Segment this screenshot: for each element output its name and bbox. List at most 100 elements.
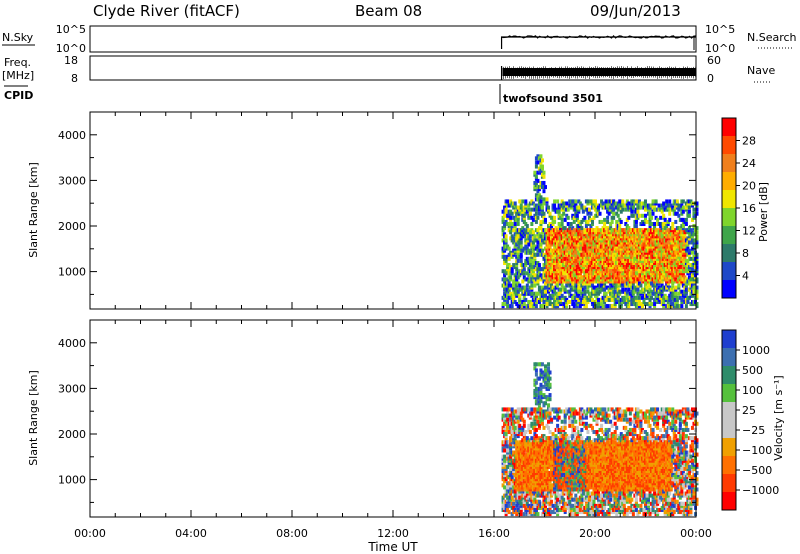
- echo-cell: [695, 289, 699, 294]
- echo-cell: [633, 260, 637, 265]
- echo-cell: [625, 244, 629, 249]
- echo-cell: [550, 271, 554, 276]
- echo-cell: [634, 228, 638, 233]
- echo-cell: [548, 269, 552, 274]
- echo-cell: [640, 279, 644, 284]
- echo-cell: [648, 277, 652, 282]
- echo-cell: [663, 230, 667, 235]
- echo-cell: [584, 240, 588, 245]
- echo-cell: [628, 248, 632, 253]
- nsky-strip-frame: [89, 25, 697, 53]
- echo-cell: [530, 291, 534, 296]
- echo-cell: [587, 242, 591, 247]
- echo-cell: [616, 271, 620, 276]
- echo-cell: [503, 417, 507, 422]
- echo-cell: [521, 448, 525, 453]
- echo-cell: [660, 252, 664, 257]
- echo-cell: [625, 226, 629, 231]
- echo-cell: [518, 458, 522, 463]
- echo-cell: [557, 269, 561, 274]
- echo-cell: [522, 419, 526, 424]
- echo-cell: [554, 240, 558, 245]
- echo-cell: [542, 438, 546, 443]
- echo-cell: [583, 205, 587, 210]
- echo-cell: [545, 199, 549, 204]
- echo-cell: [615, 224, 619, 229]
- echo-cell: [548, 512, 552, 517]
- echo-cell: [512, 287, 516, 292]
- echo-cell: [675, 250, 679, 255]
- echo-cell: [636, 287, 640, 292]
- echo-cell: [545, 260, 549, 265]
- echo-cell: [510, 421, 514, 426]
- echo-cell: [618, 222, 622, 227]
- echo-cell: [603, 238, 607, 243]
- echo-cell: [587, 283, 591, 288]
- echo-cell: [662, 299, 666, 304]
- echo-cell: [665, 199, 669, 204]
- echo-cell: [521, 228, 525, 233]
- echo-cell: [503, 291, 507, 296]
- echo-cell: [512, 279, 516, 284]
- echo-cell: [545, 273, 549, 278]
- echo-cell: [522, 487, 526, 492]
- echo-cell: [616, 213, 620, 218]
- echo-cell: [547, 230, 551, 235]
- echo-cell: [621, 295, 625, 300]
- echo-cell: [675, 252, 679, 257]
- echo-cell: [583, 267, 587, 272]
- echo-cell: [580, 236, 584, 241]
- echo-cell: [593, 254, 597, 259]
- echo-cell: [609, 265, 613, 270]
- echo-cell: [648, 230, 652, 235]
- echo-cell: [527, 250, 531, 255]
- echo-cell: [586, 265, 590, 270]
- echo-cell: [630, 256, 634, 261]
- echo-cell: [609, 263, 613, 268]
- echo-cell: [600, 232, 604, 237]
- echo-cell: [695, 238, 699, 243]
- echo-cell: [540, 291, 544, 296]
- echo-cell: [583, 238, 587, 243]
- echo-cell: [559, 279, 563, 284]
- echo-cell: [669, 228, 673, 233]
- echo-cell: [616, 273, 620, 278]
- echo-cell: [663, 297, 667, 302]
- echo-cell: [656, 217, 660, 222]
- echo-cell: [693, 275, 697, 280]
- echo-cell: [633, 271, 637, 276]
- echo-cell: [533, 393, 537, 398]
- echo-cell: [534, 295, 538, 300]
- nsearch-tick-top: 10^5: [705, 23, 735, 36]
- echo-cell: [516, 423, 520, 428]
- echo-cell: [521, 285, 525, 290]
- echo-cell: [678, 258, 682, 263]
- echo-cell: [639, 277, 643, 282]
- echo-cell: [562, 246, 566, 251]
- echo-cell: [665, 207, 669, 212]
- echo-cell: [524, 497, 528, 502]
- echo-cell: [574, 232, 578, 237]
- echo-cell: [681, 209, 685, 214]
- echo-cell: [553, 228, 557, 233]
- echo-cell: [557, 273, 561, 278]
- echo-cell: [513, 224, 517, 229]
- echo-cell: [674, 199, 678, 204]
- echo-cell: [531, 468, 535, 473]
- echo-cell: [515, 493, 519, 498]
- echo-cell: [631, 273, 635, 278]
- echo-cell: [569, 228, 573, 233]
- echo-cell: [540, 473, 544, 478]
- echo-cell: [637, 260, 641, 265]
- echo-cell: [666, 279, 670, 284]
- echo-cell: [630, 238, 634, 243]
- echo-cell: [547, 248, 551, 253]
- echo-cell: [587, 265, 591, 270]
- echo-cell: [615, 254, 619, 259]
- echo-cell: [675, 203, 679, 208]
- echo-cell: [547, 378, 551, 383]
- echo-cell: [672, 238, 676, 243]
- echo-cell: [606, 304, 610, 309]
- echo-cell: [603, 256, 607, 261]
- echo-cell: [616, 201, 620, 206]
